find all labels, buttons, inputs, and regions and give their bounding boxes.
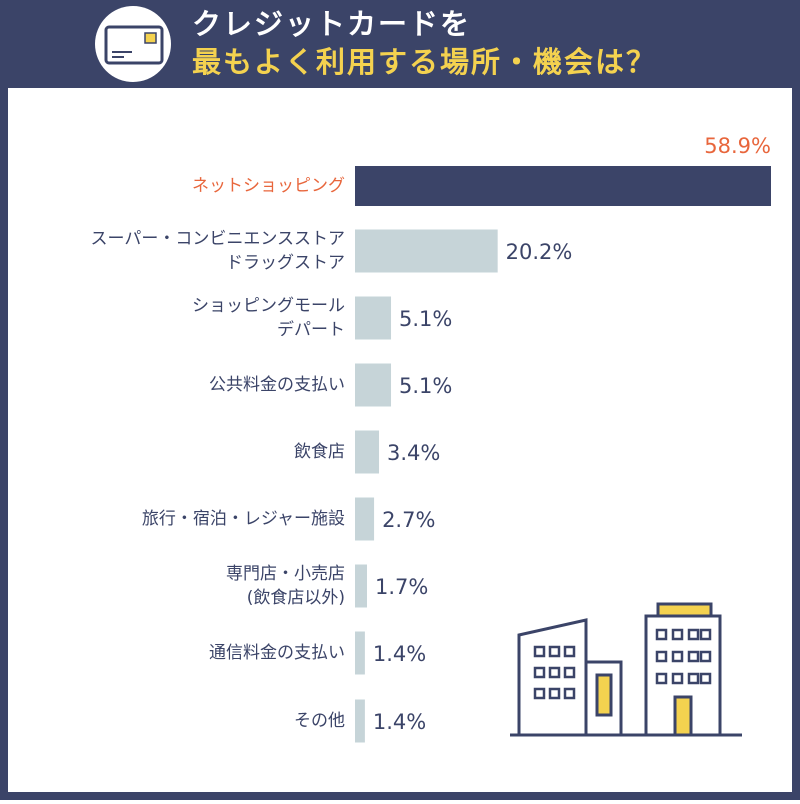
value-label: 5.1% xyxy=(399,374,452,398)
category-label: ショッピングモール xyxy=(192,296,345,316)
category-label: その他 xyxy=(294,711,345,731)
value-label: 5.1% xyxy=(399,307,452,331)
value-label: 58.9% xyxy=(704,134,771,158)
bar xyxy=(355,497,375,541)
category-label: 飲食店 xyxy=(294,442,345,462)
bar xyxy=(355,699,365,743)
category-label: 専門店・小売店 xyxy=(226,564,345,584)
buildings-illustration xyxy=(510,602,742,737)
bar xyxy=(355,363,392,407)
value-label: 1.4% xyxy=(373,710,426,734)
value-label: 2.7% xyxy=(382,508,435,532)
bar xyxy=(355,229,498,273)
bar xyxy=(355,564,368,608)
category-label: ドラッグストア xyxy=(226,253,345,273)
value-label: 20.2% xyxy=(506,240,573,264)
bar xyxy=(355,631,365,675)
value-label: 3.4% xyxy=(387,441,440,465)
bar xyxy=(355,430,380,474)
card-icon xyxy=(95,6,171,82)
category-label: 通信料金の支払い xyxy=(209,643,345,663)
bar xyxy=(355,166,771,206)
title-line: クレジットカードを xyxy=(192,7,471,41)
category-label: 旅行・宿泊・レジャー施設 xyxy=(142,509,345,529)
category-label: スーパー・コンビニエンスストア xyxy=(91,229,346,249)
title-line: 最もよく利用する場所・機会は？ xyxy=(192,45,657,79)
category-label: ネットショッピング xyxy=(192,176,345,196)
value-label: 1.7% xyxy=(375,575,428,599)
category-label: (飲食店以外) xyxy=(247,588,345,608)
bar xyxy=(355,296,392,340)
category-label: 公共料金の支払い xyxy=(209,375,345,395)
value-label: 1.4% xyxy=(373,642,426,666)
category-label: デパート xyxy=(277,319,345,340)
